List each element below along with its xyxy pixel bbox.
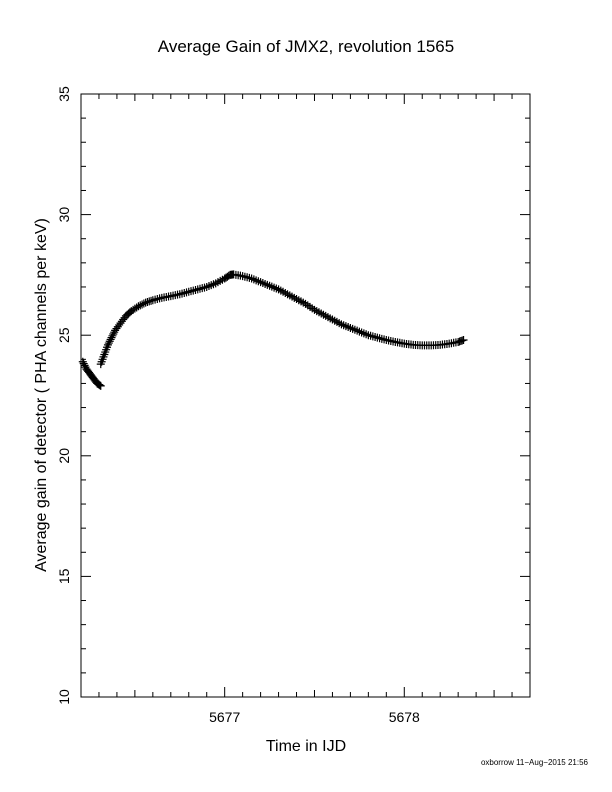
y-tick-label: 20 xyxy=(56,448,72,464)
x-axis-label: Time in IJD xyxy=(265,738,347,755)
data-marker xyxy=(104,339,113,348)
data-point xyxy=(141,298,150,307)
data-marker xyxy=(138,300,147,309)
data-marker xyxy=(95,381,104,390)
data-marker xyxy=(94,380,103,389)
data-point xyxy=(459,336,468,345)
y-tick-label: 15 xyxy=(56,568,72,584)
data-marker xyxy=(105,337,114,346)
data-marker xyxy=(139,299,148,308)
data-marker xyxy=(147,296,156,305)
data-point xyxy=(78,357,87,366)
data-point xyxy=(107,333,116,342)
data-marker xyxy=(106,335,115,344)
data-marker xyxy=(136,301,145,310)
data-point xyxy=(134,302,143,311)
footer-credit: oxborrow 11−Aug−2015 21:56 xyxy=(480,758,588,767)
y-tick-label: 30 xyxy=(56,207,72,223)
plot-frame xyxy=(80,93,531,698)
y-tick-label: 10 xyxy=(56,689,72,705)
data-marker xyxy=(108,331,117,340)
data-point xyxy=(96,381,105,390)
data-marker xyxy=(143,298,152,307)
data-marker xyxy=(79,359,88,368)
data-marker xyxy=(145,297,154,306)
chart-title: Average Gain of JMX2, revolution 1565 xyxy=(157,37,455,56)
data-point xyxy=(103,340,112,349)
data-marker xyxy=(109,329,118,338)
y-tick-label: 25 xyxy=(56,327,72,343)
data-marker xyxy=(80,361,89,370)
y-tick-label: 35 xyxy=(56,86,72,102)
x-tick-label: 5678 xyxy=(389,709,420,725)
x-tick-label: 5677 xyxy=(209,709,240,725)
